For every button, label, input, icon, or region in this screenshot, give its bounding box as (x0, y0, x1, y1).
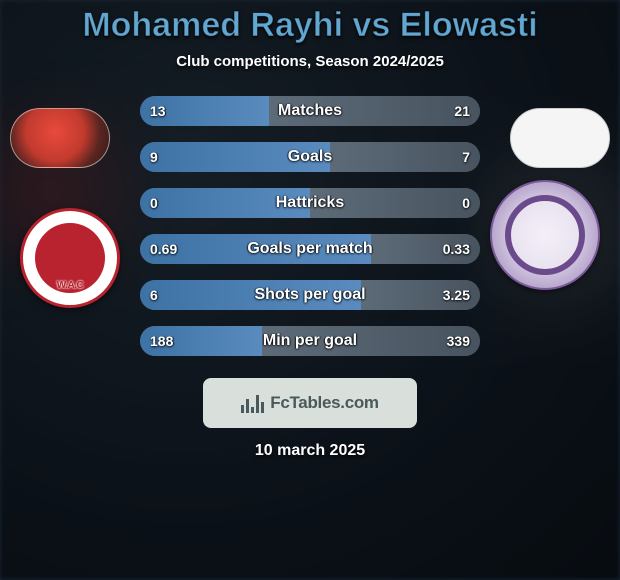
stat-label: Matches (278, 102, 342, 120)
subtitle: Club competitions, Season 2024/2025 (176, 53, 444, 70)
stat-value-left: 0.69 (150, 241, 177, 257)
watermark-text: FcTables.com (270, 393, 379, 413)
stat-label: Shots per goal (254, 286, 365, 304)
stat-value-left: 6 (150, 287, 158, 303)
club-abbrev-left: W.A.C (57, 280, 83, 291)
stat-value-left: 13 (150, 103, 166, 119)
stat-value-left: 9 (150, 149, 158, 165)
stat-value-right: 3.25 (443, 287, 470, 303)
stat-row: 0.69 0.33 Goals per match (140, 234, 480, 264)
stat-row: 6 3.25 Shots per goal (140, 280, 480, 310)
stats-block: 13 21 Matches 9 7 Goals 0 0 Hattricks 0.69 0.33 Goa… (140, 96, 480, 356)
club-badge-right (490, 180, 600, 290)
stat-row: 9 7 Goals (140, 142, 480, 172)
stat-value-right: 7 (462, 149, 470, 165)
title-player2: Elowasti (400, 6, 538, 44)
stat-row: 13 21 Matches (140, 96, 480, 126)
stat-label: Hattricks (276, 194, 344, 212)
stat-label: Goals (288, 148, 332, 166)
stat-value-right: 0 (462, 195, 470, 211)
stat-value-left: 0 (150, 195, 158, 211)
player-photo-left (10, 108, 110, 168)
date-label: 10 march 2025 (255, 442, 365, 460)
stat-value-right: 21 (454, 103, 470, 119)
main-container: Mohamed Rayhi vs Elowasti Club competiti… (0, 0, 620, 580)
stat-label: Min per goal (263, 332, 357, 350)
stat-value-right: 0.33 (443, 241, 470, 257)
player-photo-right (510, 108, 610, 168)
page-title: Mohamed Rayhi vs Elowasti (82, 6, 537, 45)
title-vs: vs (343, 6, 400, 44)
stat-row: 188 339 Min per goal (140, 326, 480, 356)
club-badge-left: W.A.C (20, 208, 120, 308)
stat-row: 0 0 Hattricks (140, 188, 480, 218)
watermark: FcTables.com (203, 378, 417, 428)
title-player1: Mohamed Rayhi (82, 6, 343, 44)
stat-value-left: 188 (150, 333, 173, 349)
stat-bar-right (330, 142, 480, 172)
stat-label: Goals per match (247, 240, 372, 258)
stat-value-right: 339 (447, 333, 470, 349)
watermark-bars-icon (241, 393, 264, 413)
